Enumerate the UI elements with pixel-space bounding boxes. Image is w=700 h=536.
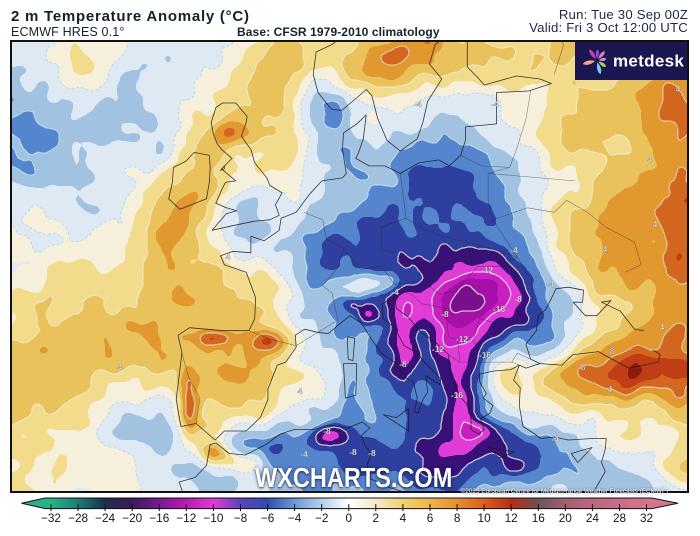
svg-text:-4: -4 [546,279,554,289]
svg-text:8: 8 [610,346,615,356]
svg-text:−4: −4 [288,511,302,525]
svg-text:-4: -4 [414,99,422,109]
svg-text:−12: −12 [176,511,196,525]
svg-text:6: 6 [427,511,434,525]
svg-text:16: 16 [532,511,546,525]
svg-text:-16: -16 [451,390,464,400]
svg-text:4: 4 [608,384,613,394]
svg-text:-4: -4 [300,449,308,459]
svg-text:−24: −24 [95,511,115,525]
svg-text:−8: −8 [234,511,248,525]
svg-text:12: 12 [505,511,518,525]
svg-text:−20: −20 [122,511,142,525]
svg-text:4: 4 [660,322,665,332]
svg-text:8: 8 [581,362,586,372]
svg-text:4: 4 [226,252,231,262]
svg-text:4: 4 [298,386,303,396]
svg-text:0: 0 [346,511,353,525]
svg-text:-8: -8 [368,448,376,458]
svg-text:-8: -8 [323,426,331,436]
svg-text:-12: -12 [481,265,494,275]
svg-text:4: 4 [648,154,653,164]
svg-text:4: 4 [118,362,123,372]
svg-text:-4: -4 [391,287,399,297]
svg-text:−28: −28 [68,511,88,525]
svg-text:-8: -8 [399,359,407,369]
svg-text:10: 10 [478,511,492,525]
svg-text:−6: −6 [261,511,275,525]
svg-text:-4: -4 [551,434,559,444]
svg-text:-16: -16 [493,304,506,314]
svg-text:metdesk: metdesk [613,51,684,70]
svg-text:-12: -12 [432,344,445,354]
svg-text:28: 28 [613,511,627,525]
svg-text:4: 4 [400,511,407,525]
svg-text:32: 32 [640,511,653,525]
svg-text:-4: -4 [491,99,499,109]
svg-text:-8: -8 [441,309,449,319]
svg-text:24: 24 [586,511,600,525]
svg-text:-12: -12 [456,334,469,344]
svg-text:-16: -16 [479,350,492,360]
svg-text:−10: −10 [203,511,223,525]
svg-text:4: 4 [676,84,681,94]
svg-text:2: 2 [373,511,380,525]
svg-text:-8: -8 [514,294,522,304]
svg-text:−32: −32 [41,511,61,525]
svg-text:−2: −2 [315,511,328,525]
svg-text:8: 8 [454,511,461,525]
svg-text:-8: -8 [349,447,357,457]
svg-text:4: 4 [653,219,658,229]
svg-text:-4: -4 [510,245,518,255]
svg-text:4: 4 [603,244,608,254]
svg-text:20: 20 [559,511,573,525]
svg-text:−16: −16 [149,511,169,525]
